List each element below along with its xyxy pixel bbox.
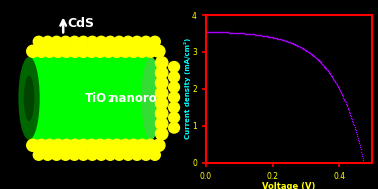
Circle shape [77,139,90,151]
Circle shape [155,128,168,140]
Ellipse shape [24,75,34,121]
Circle shape [105,36,116,47]
Circle shape [69,150,80,160]
Circle shape [136,45,148,57]
Circle shape [122,36,133,47]
Circle shape [33,36,44,47]
Circle shape [114,36,125,47]
Circle shape [155,87,168,99]
Circle shape [122,150,133,160]
Circle shape [127,45,140,57]
Text: nanorod: nanorod [106,92,165,105]
Circle shape [136,139,148,151]
Circle shape [35,139,48,151]
Circle shape [144,45,156,57]
Circle shape [111,45,123,57]
Ellipse shape [141,57,161,140]
Circle shape [94,139,106,151]
Circle shape [102,139,115,151]
Circle shape [169,72,180,82]
X-axis label: Voltage (V): Voltage (V) [262,182,316,189]
Circle shape [155,118,168,130]
Circle shape [87,36,98,47]
Circle shape [94,45,106,57]
Circle shape [141,36,151,47]
Circle shape [69,36,80,47]
Circle shape [153,139,165,151]
Circle shape [155,57,168,69]
Circle shape [155,108,168,120]
Circle shape [169,122,180,133]
Circle shape [102,45,115,57]
Circle shape [111,139,123,151]
Circle shape [43,45,56,57]
Text: 2: 2 [108,95,113,104]
Circle shape [35,45,48,57]
Circle shape [153,45,165,57]
Circle shape [119,45,132,57]
Circle shape [52,139,64,151]
Circle shape [127,139,140,151]
Circle shape [132,150,143,160]
Circle shape [69,139,81,151]
Circle shape [96,150,107,160]
Circle shape [51,36,62,47]
Circle shape [119,139,132,151]
Circle shape [42,36,53,47]
Bar [29,57,151,140]
Circle shape [85,139,98,151]
Circle shape [69,45,81,57]
Circle shape [155,77,168,89]
Text: CdS: CdS [67,17,94,29]
Circle shape [169,62,180,72]
Circle shape [51,150,62,160]
Circle shape [60,139,73,151]
Circle shape [85,45,98,57]
Circle shape [141,150,151,160]
Circle shape [27,139,39,151]
Circle shape [169,102,180,113]
Circle shape [60,150,71,160]
Circle shape [43,139,56,151]
Circle shape [52,45,64,57]
Ellipse shape [19,57,40,140]
Circle shape [87,150,98,160]
Circle shape [169,112,180,123]
Circle shape [77,45,90,57]
Circle shape [60,36,71,47]
Circle shape [169,82,180,92]
Circle shape [149,36,160,47]
Circle shape [132,36,143,47]
Circle shape [155,67,168,79]
Circle shape [169,92,180,103]
Circle shape [155,97,168,109]
Circle shape [105,150,116,160]
Circle shape [33,150,44,160]
Circle shape [149,150,160,160]
Text: TiO: TiO [85,92,107,105]
Circle shape [42,150,53,160]
Circle shape [78,36,89,47]
Y-axis label: Current density (mA/cm²): Current density (mA/cm²) [184,38,191,139]
Circle shape [60,45,73,57]
Circle shape [27,45,39,57]
Circle shape [78,150,89,160]
Circle shape [144,139,156,151]
Circle shape [96,36,107,47]
Circle shape [114,150,125,160]
